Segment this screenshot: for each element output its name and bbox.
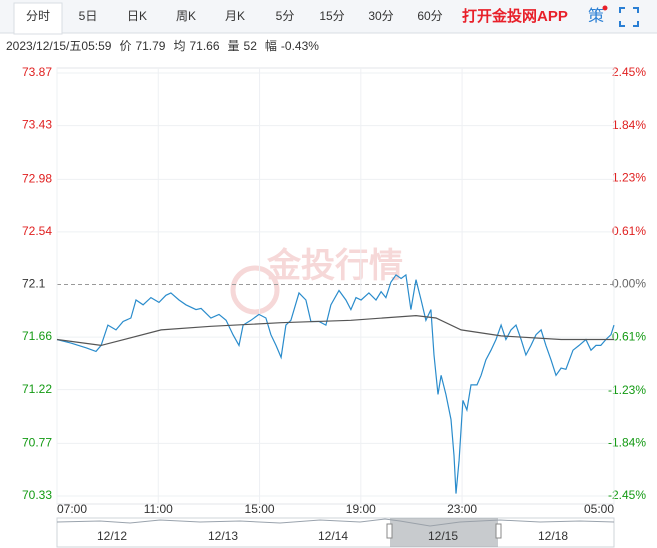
tabs: 分时 5日 日K 周K 月K 5分 15分 30分 60分: [26, 9, 443, 23]
y2-tick-label: -1.84%: [608, 436, 646, 450]
x-tick-label: 15:00: [245, 502, 275, 516]
tab[interactable]: 5日: [79, 9, 98, 23]
y2-tick-label: 1.23%: [612, 170, 646, 184]
navigator-handle[interactable]: [386, 523, 393, 539]
y-tick-label: 71.22: [22, 382, 52, 396]
y-tick-label: 70.33: [22, 488, 52, 502]
y2-tick-label: -2.45%: [608, 488, 646, 502]
watermark: 金投行情: [266, 246, 403, 285]
info-change-label: 幅: [265, 38, 277, 53]
x-tick-label: 23:00: [447, 502, 477, 516]
info-change: -0.43%: [281, 39, 319, 53]
info-line: 2023/12/15/五05:59 价 71.79 均 71.66 量 52 幅 -0.43%: [6, 38, 319, 53]
strategy-button[interactable]: 策: [588, 7, 604, 25]
plot-border: [56, 67, 615, 505]
navigator-window[interactable]: [390, 518, 498, 547]
tab[interactable]: 5分: [276, 9, 295, 23]
navigator-labels: 12/12 12/13 12/14 12/15 12/18: [97, 529, 568, 543]
tab[interactable]: 日K: [127, 9, 147, 23]
y2-tick-label: -1.23%: [608, 383, 646, 397]
navigator-date: 12/15: [428, 529, 458, 543]
y-tick-label: 73.87: [22, 65, 52, 79]
navigator-handle[interactable]: [495, 523, 502, 539]
active-tab-bg: [13, 2, 63, 35]
tab[interactable]: 30分: [368, 9, 393, 23]
series-line: [56, 273, 615, 494]
tab[interactable]: 分时: [26, 9, 50, 23]
x-tick-label: 19:00: [346, 502, 376, 516]
navigator-date: 12/18: [538, 529, 568, 543]
info-vol: 52: [244, 39, 258, 53]
tab[interactable]: 周K: [176, 9, 196, 23]
y2-tick-label: 0.61%: [612, 329, 646, 343]
info-avg-label: 均: [173, 39, 185, 53]
x-tick-label: 05:00: [584, 502, 614, 516]
badge: [602, 5, 608, 11]
x-tick-label: 07:00: [57, 502, 87, 516]
plot: 70.33 70.77 71.22 71.66 72.1 72.54 72.98 73.43 7…: [22, 65, 646, 516]
y-tick-label: 71.66: [22, 329, 52, 343]
fullscreen-button[interactable]: [619, 7, 639, 27]
tab[interactable]: 月K: [225, 9, 245, 23]
info-price-label: 价: [119, 39, 131, 53]
navigator-date: 12/14: [318, 529, 348, 543]
info-price: 71.79: [135, 39, 165, 53]
y-tick-label: 70.77: [22, 436, 52, 450]
tab[interactable]: 15分: [319, 9, 344, 23]
y2-tick-label: 0.61%: [612, 224, 646, 238]
app-link[interactable]: 打开金投网APP: [462, 7, 568, 25]
y2-tick-label: 1.84%: [612, 118, 646, 132]
info-vol-label: 量: [228, 39, 240, 53]
toolbar: [0, 0, 657, 33]
y2-tick-label: 2.45%: [612, 65, 646, 79]
tab[interactable]: 60分: [417, 9, 442, 23]
y-tick-label: 73.43: [22, 118, 52, 132]
y-tick-label: 72.54: [22, 224, 52, 238]
navigator-date: 12/12: [97, 529, 127, 543]
series-line: [56, 314, 614, 347]
info-avg: 71.66: [190, 39, 220, 53]
navigator-line: [56, 518, 615, 527]
watermark-logo: [230, 265, 280, 315]
info-datetime: 2023/12/15/五05:59: [6, 39, 112, 53]
y2-tick-label: 0.00%: [612, 277, 646, 291]
navigator-date: 12/13: [208, 529, 238, 543]
x-tick-label: 11:00: [144, 502, 173, 516]
y-tick-label: 72.1: [22, 277, 46, 291]
navigator: [56, 517, 615, 548]
y-tick-label: 72.98: [22, 172, 52, 186]
